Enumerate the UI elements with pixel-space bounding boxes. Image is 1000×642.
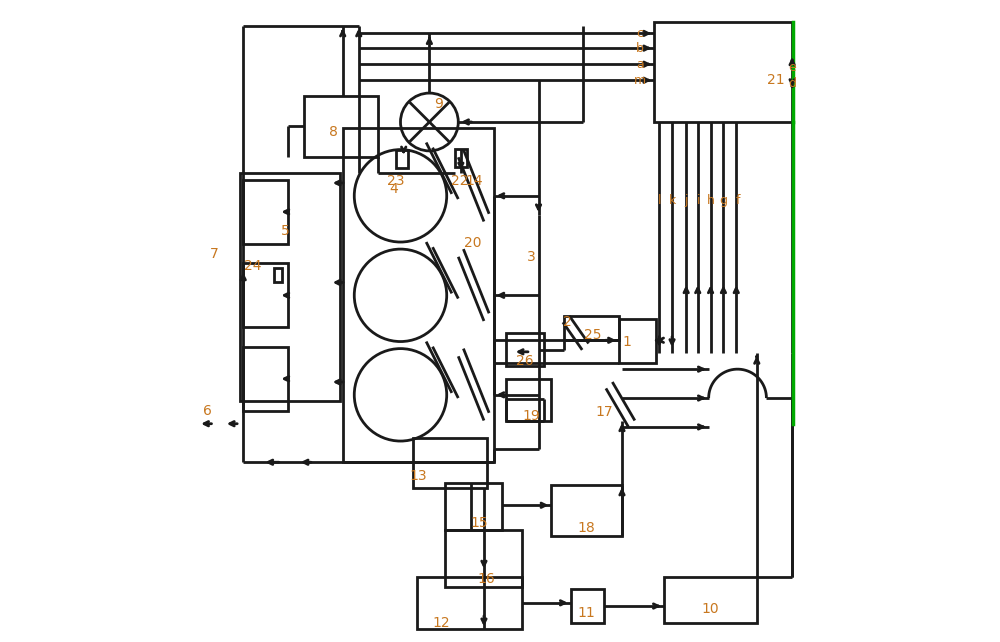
Bar: [243, 263, 288, 327]
Bar: [564, 316, 619, 340]
Bar: [506, 379, 551, 421]
Text: h: h: [707, 194, 715, 207]
Text: 15: 15: [471, 516, 488, 530]
Text: 20: 20: [464, 236, 482, 250]
Bar: [240, 173, 340, 401]
Bar: [243, 347, 288, 411]
Text: e: e: [788, 61, 796, 74]
Text: 18: 18: [578, 521, 596, 535]
Text: 22: 22: [451, 174, 469, 188]
Text: d: d: [788, 77, 796, 90]
Text: 26: 26: [516, 354, 533, 368]
Text: 14: 14: [466, 174, 483, 188]
Bar: [417, 577, 522, 629]
Bar: [445, 530, 522, 587]
Text: 1: 1: [623, 334, 632, 349]
Bar: [413, 438, 487, 488]
Text: g: g: [719, 194, 727, 207]
Text: 16: 16: [477, 572, 495, 586]
Text: 6: 6: [203, 404, 212, 418]
Bar: [343, 128, 494, 462]
Text: j: j: [684, 194, 688, 207]
Text: b: b: [636, 42, 644, 55]
Text: k: k: [668, 194, 676, 207]
Text: 4: 4: [390, 182, 398, 196]
Bar: [274, 268, 282, 282]
Text: 5: 5: [281, 224, 289, 238]
Bar: [396, 150, 408, 168]
Bar: [619, 319, 656, 363]
Text: f: f: [735, 194, 740, 207]
Bar: [664, 577, 757, 623]
Text: 12: 12: [432, 616, 450, 630]
Bar: [455, 149, 467, 167]
Text: a: a: [636, 58, 644, 71]
Bar: [506, 333, 544, 366]
Text: 7: 7: [210, 247, 219, 261]
Text: 3: 3: [526, 250, 535, 264]
Text: 13: 13: [410, 469, 427, 483]
Bar: [445, 483, 502, 530]
Bar: [654, 22, 792, 122]
Bar: [243, 180, 288, 244]
Text: 11: 11: [578, 606, 596, 620]
Bar: [551, 485, 622, 536]
Text: 9: 9: [435, 97, 443, 111]
Text: c: c: [636, 27, 643, 40]
Text: 19: 19: [522, 409, 540, 423]
Text: 17: 17: [595, 405, 613, 419]
Text: 2: 2: [563, 315, 572, 329]
Text: 24: 24: [244, 259, 262, 273]
Bar: [304, 96, 378, 157]
Text: m: m: [634, 74, 646, 87]
Text: l: l: [657, 194, 661, 207]
Bar: [571, 589, 604, 623]
Text: 25: 25: [584, 328, 602, 342]
Text: 21: 21: [767, 73, 785, 87]
Text: 8: 8: [329, 125, 338, 139]
Text: i: i: [697, 194, 701, 207]
Text: 10: 10: [702, 602, 719, 616]
Text: 23: 23: [387, 174, 405, 188]
